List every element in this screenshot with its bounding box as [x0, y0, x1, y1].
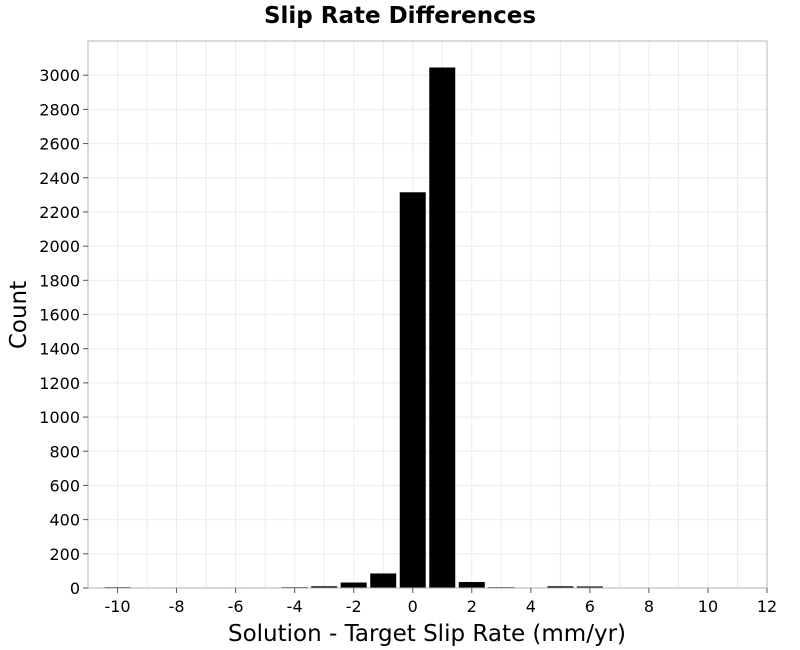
x-tick-label: 8 — [644, 597, 654, 616]
y-tick-label: 200 — [49, 545, 80, 564]
histogram-bar — [576, 586, 603, 588]
y-tick-label: 1600 — [39, 306, 80, 325]
y-tick-label: 2400 — [39, 169, 80, 188]
y-tick-label: 1400 — [39, 340, 80, 359]
histogram-bar — [547, 586, 574, 588]
histogram-bar — [340, 582, 367, 588]
x-tick-label: 4 — [526, 597, 536, 616]
histogram-bar — [399, 192, 426, 588]
x-axis: -10 -8 -6 -4 -2 0 2 4 6 8 10 12 — [104, 588, 777, 616]
x-axis-label: Solution - Target Slip Rate (mm/yr) — [228, 621, 626, 647]
y-tick-label: 1800 — [39, 271, 80, 290]
y-axis-label: Count — [6, 281, 32, 349]
bars — [104, 67, 721, 589]
y-tick-label: 1000 — [39, 408, 80, 427]
y-tick-label: 800 — [49, 442, 80, 461]
histogram-bar — [429, 67, 456, 589]
y-tick-label: 0 — [70, 579, 80, 598]
x-tick-label: 10 — [698, 597, 718, 616]
y-axis: 0 200 400 600 800 1000 1200 1400 1600 1800 2000 220… — [39, 66, 88, 598]
y-tick-label: 2000 — [39, 237, 80, 256]
y-tick-label: 3000 — [39, 66, 80, 85]
y-tick-label: 2600 — [39, 135, 80, 154]
x-tick-label: 0 — [408, 597, 418, 616]
histogram-bar — [311, 586, 338, 588]
chart-title: Slip Rate Differences — [264, 3, 536, 29]
x-tick-label: -4 — [287, 597, 303, 616]
x-tick-label: -2 — [346, 597, 362, 616]
histogram-bar — [370, 573, 397, 588]
x-tick-label: -10 — [104, 597, 130, 616]
y-tick-label: 600 — [49, 476, 80, 495]
x-tick-label: 2 — [467, 597, 477, 616]
y-tick-label: 400 — [49, 511, 80, 530]
y-tick-label: 2200 — [39, 203, 80, 222]
grid-lines — [87, 41, 768, 589]
histogram-bar — [458, 582, 485, 588]
y-tick-label: 2800 — [39, 100, 80, 119]
x-tick-label: -6 — [228, 597, 244, 616]
y-tick-label: 1200 — [39, 374, 80, 393]
x-tick-label: -8 — [169, 597, 185, 616]
x-tick-label: 12 — [757, 597, 777, 616]
x-tick-label: 6 — [585, 597, 595, 616]
